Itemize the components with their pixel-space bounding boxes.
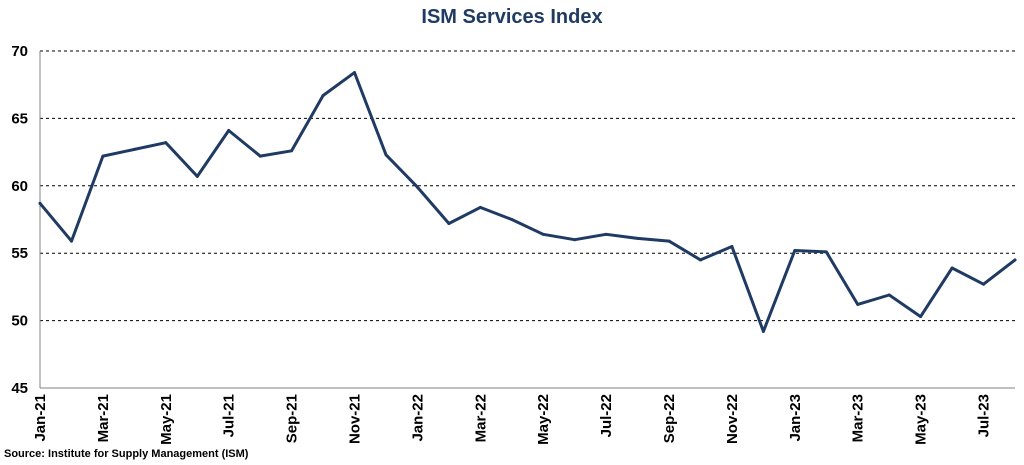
data-point [887,293,891,297]
data-point [919,315,923,319]
data-point [195,174,199,178]
data-point [793,249,797,253]
data-point [321,93,325,97]
data-point [227,129,231,133]
data-point [510,218,514,221]
data-point [353,71,357,75]
data-point [541,232,545,236]
y-tick-label: 60 [11,178,28,195]
x-tick-label: Nov-21 [347,394,364,444]
y-tick-label: 55 [11,245,28,262]
y-tick-label: 65 [11,110,28,127]
axes [39,51,1015,389]
y-tick-label: 70 [11,43,28,60]
x-tick-label: Jan-23 [787,394,804,442]
x-tick-label: May-23 [913,394,930,445]
data-point [761,329,765,333]
data-point [384,153,388,157]
x-tick-label: Jul-22 [598,394,615,437]
x-tick-label: Jul-21 [221,394,238,437]
data-point [164,141,168,145]
x-tick-label: Mar-21 [95,394,112,442]
data-point [69,239,73,243]
source-note: Source: Institute for Supply Management … [4,448,249,460]
x-tick-label: May-22 [535,394,552,445]
data-point [132,147,136,151]
x-tick-label: Mar-23 [850,394,867,442]
data-point [447,222,451,226]
x-tick-label: Sep-21 [284,394,301,443]
x-tick-labels: Jan-21 Mar-21 May-21 Jul-21 Sep-21 Nov-21 Jan-… [32,394,993,445]
data-point [38,201,42,205]
series-layer [38,71,1017,333]
data-point [415,185,419,189]
chart-title: ISM Services Index [421,6,603,28]
series-line [38,71,1017,333]
data-point [478,205,482,209]
x-tick-label: May-21 [158,394,175,445]
x-tick-label: Mar-22 [472,394,489,442]
data-point [604,232,608,236]
x-tick-label: Nov-22 [724,394,741,444]
data-point [290,149,294,153]
data-point [1013,258,1017,262]
x-tick-label: Sep-22 [661,394,678,443]
x-tick-label: Jan-21 [32,394,49,442]
data-point [982,282,986,286]
y-tick-labels: 45 50 55 60 65 70 [11,43,28,397]
data-point [856,302,860,306]
data-point [636,236,640,240]
data-point [258,154,262,158]
data-point [573,238,577,242]
y-tick-label: 45 [11,380,28,397]
data-point [667,239,671,243]
x-tick-label: Jul-23 [976,394,993,437]
x-tick-label: Jan-22 [409,394,426,442]
y-tick-label: 50 [11,313,28,330]
data-point [698,258,702,262]
gridlines [40,50,1015,322]
data-point [824,250,828,254]
data-point [950,266,954,270]
data-point [730,244,734,248]
data-point [101,154,105,158]
